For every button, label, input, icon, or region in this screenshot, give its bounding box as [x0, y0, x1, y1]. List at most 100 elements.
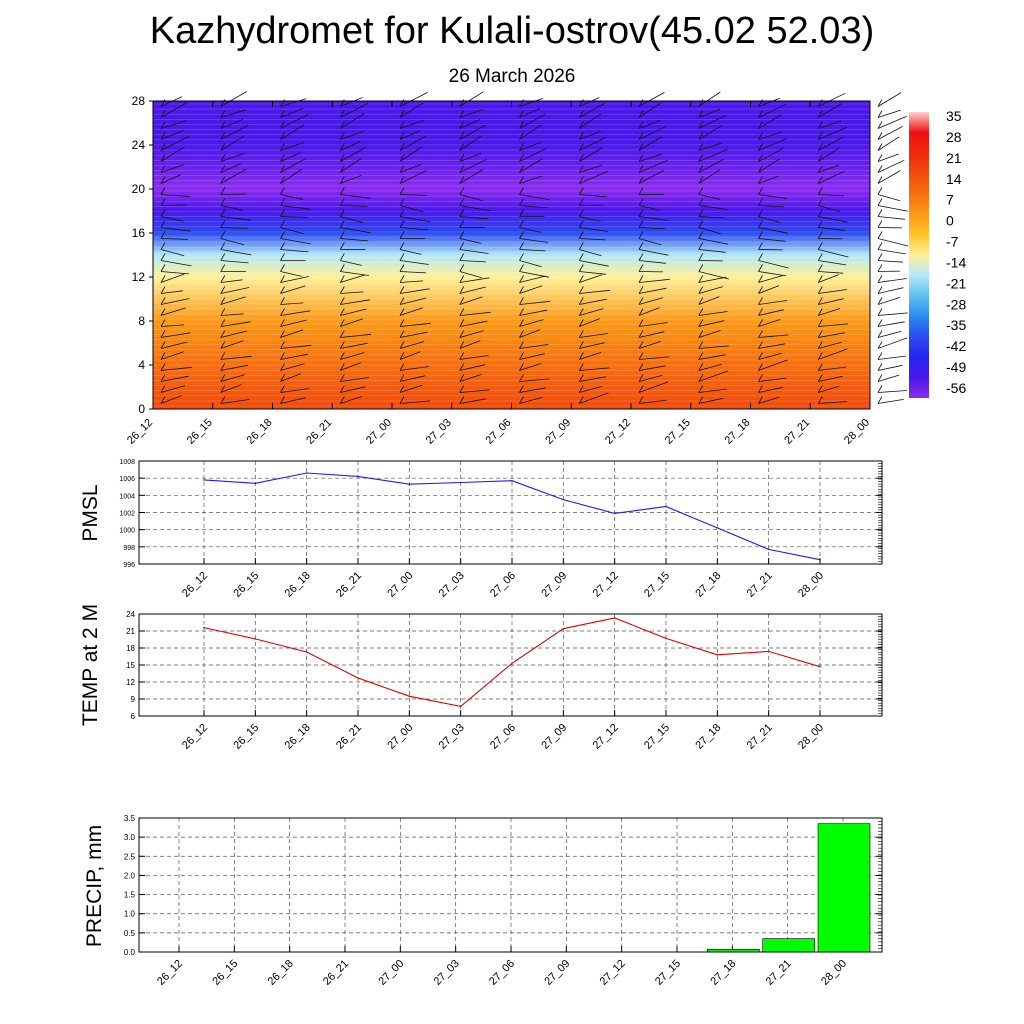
x-tick-label: 27_09 — [539, 570, 569, 600]
wind-barb-flag — [638, 297, 644, 305]
wind-barb-flag — [578, 242, 584, 250]
wind-barb — [220, 287, 250, 294]
wind-barb — [698, 125, 723, 140]
y-tick-label: 20 — [132, 182, 146, 196]
y-tick-label: 2.5 — [124, 852, 136, 861]
wind-barb-flag — [877, 143, 883, 151]
wind-barb — [877, 278, 907, 283]
wind-barb — [160, 130, 184, 140]
y-tick-label: 12 — [126, 678, 135, 687]
wind-barb — [579, 385, 603, 393]
wind-barb — [877, 238, 909, 247]
wind-barb — [160, 164, 185, 173]
wind-barb — [220, 384, 242, 393]
wind-barb-flag — [698, 396, 704, 404]
wind-barb-flag — [578, 363, 584, 371]
wind-barb — [579, 103, 605, 118]
wind-barb — [459, 374, 482, 382]
wind-barb — [698, 345, 729, 349]
x-tick-label: 26_15 — [231, 722, 261, 752]
wind-barb-flag — [160, 220, 166, 228]
wind-barb-flag — [638, 220, 644, 228]
wind-barb — [758, 260, 789, 269]
wind-barb-flag — [220, 308, 226, 316]
wind-barb — [638, 322, 668, 327]
wind-barb-flag — [758, 297, 763, 305]
wind-barb — [459, 216, 488, 220]
wind-barb-flag — [220, 330, 226, 338]
wind-barb — [579, 171, 608, 184]
colorbar-fill — [909, 112, 929, 398]
wind-barb-flag — [758, 220, 763, 228]
wind-barb — [160, 216, 184, 222]
heatmap-fill — [153, 101, 870, 409]
wind-barb — [280, 319, 307, 327]
wind-barb-flag — [160, 231, 166, 239]
wind-barb-flag — [519, 242, 524, 250]
wind-barb — [160, 238, 189, 240]
precipitation-panel: 0.0 0.5 1.0 1.5 2.0 2.5 3.0 3.5 26_12 26_15 26_18 2… — [83, 814, 883, 988]
wind-barb-flag — [459, 176, 465, 184]
wind-barb — [280, 142, 305, 151]
wind-barb — [579, 216, 601, 222]
wind-barb-flag — [758, 341, 763, 349]
y-tick-label: 1002 — [119, 511, 135, 518]
wind-barb-flag — [339, 308, 345, 316]
wind-barb — [877, 337, 908, 349]
wind-barb — [877, 159, 905, 173]
wind-barb-flag — [399, 176, 405, 184]
y-tick-label: 24 — [132, 138, 146, 152]
wind-barb — [638, 260, 666, 264]
wind-barb-flag — [698, 275, 704, 283]
wind-barb — [638, 160, 668, 173]
wind-barb — [220, 260, 249, 264]
x-tick-label: 26_15 — [185, 417, 215, 447]
y-tick-label: 4 — [138, 358, 145, 372]
wind-barb-flag — [758, 253, 763, 261]
x-tick-label: 26_15 — [210, 958, 240, 988]
wind-barb-flag — [758, 396, 763, 404]
x-tick-label: 26_18 — [266, 958, 296, 988]
wind-barb — [519, 249, 546, 252]
wind-barb — [160, 375, 189, 382]
panel-frame-top — [138, 817, 883, 953]
wind-barb-flag — [877, 242, 883, 250]
wind-barb — [160, 249, 185, 257]
wind-barb-flag — [877, 330, 883, 338]
wind-barb — [698, 149, 728, 162]
wind-barb — [160, 271, 189, 275]
wind-barb-flag — [519, 363, 524, 371]
x-tick-label: 27_21 — [764, 958, 794, 988]
wind-barb-flag — [817, 187, 823, 195]
wind-barb — [280, 114, 309, 129]
wind-barb — [877, 399, 904, 404]
wind-barb — [459, 249, 489, 254]
wind-barb-flag — [459, 187, 465, 195]
wind-barb — [877, 390, 907, 393]
wind-barb-flag — [459, 374, 465, 382]
wind-barb-flag — [399, 209, 405, 217]
wind-barb-flag — [160, 154, 166, 162]
wind-barb-flag — [399, 396, 405, 404]
panel-frame — [138, 460, 883, 565]
wind-barb-flag — [877, 297, 883, 305]
wind-barb-flag — [817, 165, 823, 173]
wind-barb-flag — [160, 176, 166, 184]
wind-barb-flag — [698, 176, 704, 184]
wind-barb — [698, 271, 729, 280]
wind-barb — [459, 340, 481, 349]
temp-point — [716, 654, 719, 656]
wind-barb-flag — [877, 154, 883, 162]
wind-barb-flag — [339, 242, 345, 250]
wind-barb-flag — [877, 165, 883, 173]
wind-barb — [220, 296, 246, 305]
wind-barb-flag — [280, 385, 285, 393]
wind-barb-flag — [758, 154, 763, 162]
x-tick-label: 27_03 — [437, 570, 467, 600]
wind-barb-flag — [220, 132, 226, 140]
x-tick-label: 28_00 — [819, 958, 849, 988]
wind-barb-flag — [339, 143, 345, 151]
pmsl-panel: 996 998 1000 1002 1004 1006 1008 26_12 26_15 26_1… — [79, 459, 883, 600]
wind-barb — [220, 355, 252, 360]
y-tick-label: 8 — [138, 314, 145, 328]
